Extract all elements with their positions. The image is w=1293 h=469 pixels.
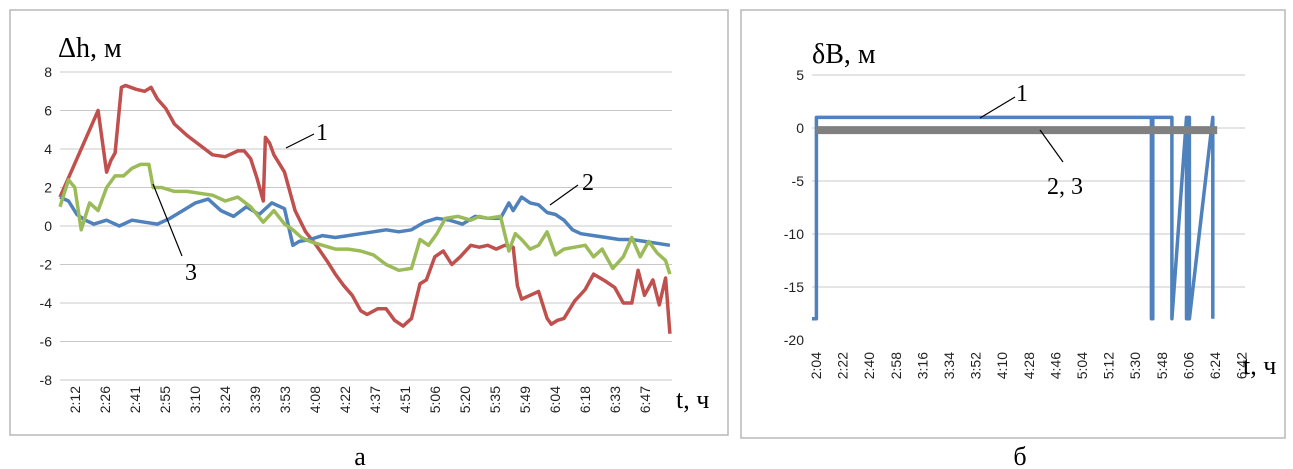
x-tick-label: 4:22 (337, 386, 353, 413)
y-tick-label: -10 (784, 226, 804, 242)
x-tick-label: 4:51 (397, 386, 413, 413)
x-tick-label: 6:06 (1180, 352, 1196, 379)
x-tick-label: 2:55 (157, 386, 173, 413)
caption-b: б (1013, 442, 1026, 469)
x-tick-label: 2:26 (97, 386, 113, 413)
x-tick-label: 4:37 (367, 386, 383, 413)
y-tick-label: -8 (40, 372, 53, 388)
y-tick-label: 4 (44, 141, 52, 157)
y-tick-label: 2 (44, 180, 52, 196)
chart-a-border (9, 9, 729, 436)
caption-a: а (354, 442, 366, 469)
y-tick-label: 0 (796, 120, 804, 136)
x-tick-label: 2:58 (888, 352, 904, 379)
chart-b-xticks: 2:04 2:22 2:40 2:58 3:16 3:34 3:52 4:10 4:28 4:46… (808, 352, 1250, 379)
annotation-b-1: 1 (1016, 81, 1028, 107)
y-tick-label: 5 (796, 67, 804, 83)
chart-a-xlabel: t, ч (676, 385, 709, 414)
x-tick-label: 3:52 (968, 352, 984, 379)
y-tick-label: 6 (44, 103, 52, 119)
chart-a-ylabel: Δh, м (58, 33, 122, 64)
x-tick-label: 3:16 (914, 352, 930, 379)
y-tick-label: 0 (44, 218, 52, 234)
chart-a-series (58, 83, 672, 334)
series-line-1 (58, 83, 672, 334)
annotation-a-1-leader (285, 133, 315, 149)
annotation-a-3: 3 (185, 260, 197, 286)
annotation-b-23-leader (1039, 129, 1064, 163)
x-tick-label: 4:28 (1021, 352, 1037, 379)
x-tick-label: 6:42 (1234, 352, 1250, 379)
x-tick-label: 5:35 (487, 386, 503, 413)
chart-b-xlabel: t, ч (1243, 351, 1276, 380)
x-tick-label: 3:53 (277, 386, 293, 413)
chart-a-yticks: 8 6 4 2 0 -2 -4 -6 -8 (40, 64, 53, 388)
x-tick-label: 5:12 (1101, 352, 1117, 379)
x-tick-label: 3:39 (247, 386, 263, 413)
annotation-a-2: 2 (582, 170, 594, 196)
y-tick-label: -6 (40, 334, 53, 350)
x-tick-label: 2:04 (808, 352, 824, 379)
annotation-a-2-leader (549, 184, 579, 206)
x-tick-label: 6:24 (1207, 352, 1223, 379)
chart-a-xticks: 2:12 2:26 2:41 2:55 3:10 3:24 3:39 3:53 4:08 4:22… (67, 386, 653, 413)
annotation-a-3-leader (152, 183, 183, 257)
y-tick-label: -15 (784, 279, 804, 295)
chart-b-series (812, 115, 1218, 321)
annotation-b-23: 2, 3 (1047, 174, 1083, 200)
chart-b-yticks: 5 0 -5 -10 -15 -20 (784, 67, 804, 348)
x-tick-label: 5:20 (457, 386, 473, 413)
x-tick-label: 6:33 (607, 386, 623, 413)
chart-b-border (740, 9, 1286, 439)
y-tick-label: -4 (40, 295, 53, 311)
series-line-1 (812, 115, 1215, 321)
x-tick-label: 6:04 (547, 386, 563, 413)
x-tick-label: 6:47 (637, 386, 653, 413)
x-tick-label: 5:49 (517, 386, 533, 413)
annotation-b-1-leader (979, 96, 1016, 119)
x-tick-label: 3:34 (941, 352, 957, 379)
x-tick-label: 6:18 (577, 386, 593, 413)
x-tick-label: 2:41 (127, 386, 143, 413)
chart-b-ylabel: δB, м (812, 39, 876, 70)
annotation-a-1: 1 (316, 120, 328, 146)
series-line-3 (58, 162, 672, 275)
x-tick-label: 2:40 (861, 352, 877, 379)
x-tick-label: 4:08 (307, 386, 323, 413)
series-line-2 (59, 195, 671, 248)
x-tick-label: 2:12 (67, 386, 83, 413)
x-tick-label: 5:04 (1074, 352, 1090, 379)
x-tick-label: 5:48 (1154, 352, 1170, 379)
y-tick-label: -2 (40, 257, 53, 273)
x-tick-label: 3:24 (217, 386, 233, 413)
y-tick-label: 8 (44, 64, 52, 80)
x-tick-label: 2:22 (835, 352, 851, 379)
y-tick-label: -5 (792, 173, 805, 189)
x-tick-label: 5:30 (1127, 352, 1143, 379)
x-tick-label: 4:46 (1047, 352, 1063, 379)
y-tick-label: -20 (784, 332, 804, 348)
x-tick-label: 3:10 (187, 386, 203, 413)
x-tick-label: 5:06 (427, 386, 443, 413)
x-tick-label: 4:10 (994, 352, 1010, 379)
